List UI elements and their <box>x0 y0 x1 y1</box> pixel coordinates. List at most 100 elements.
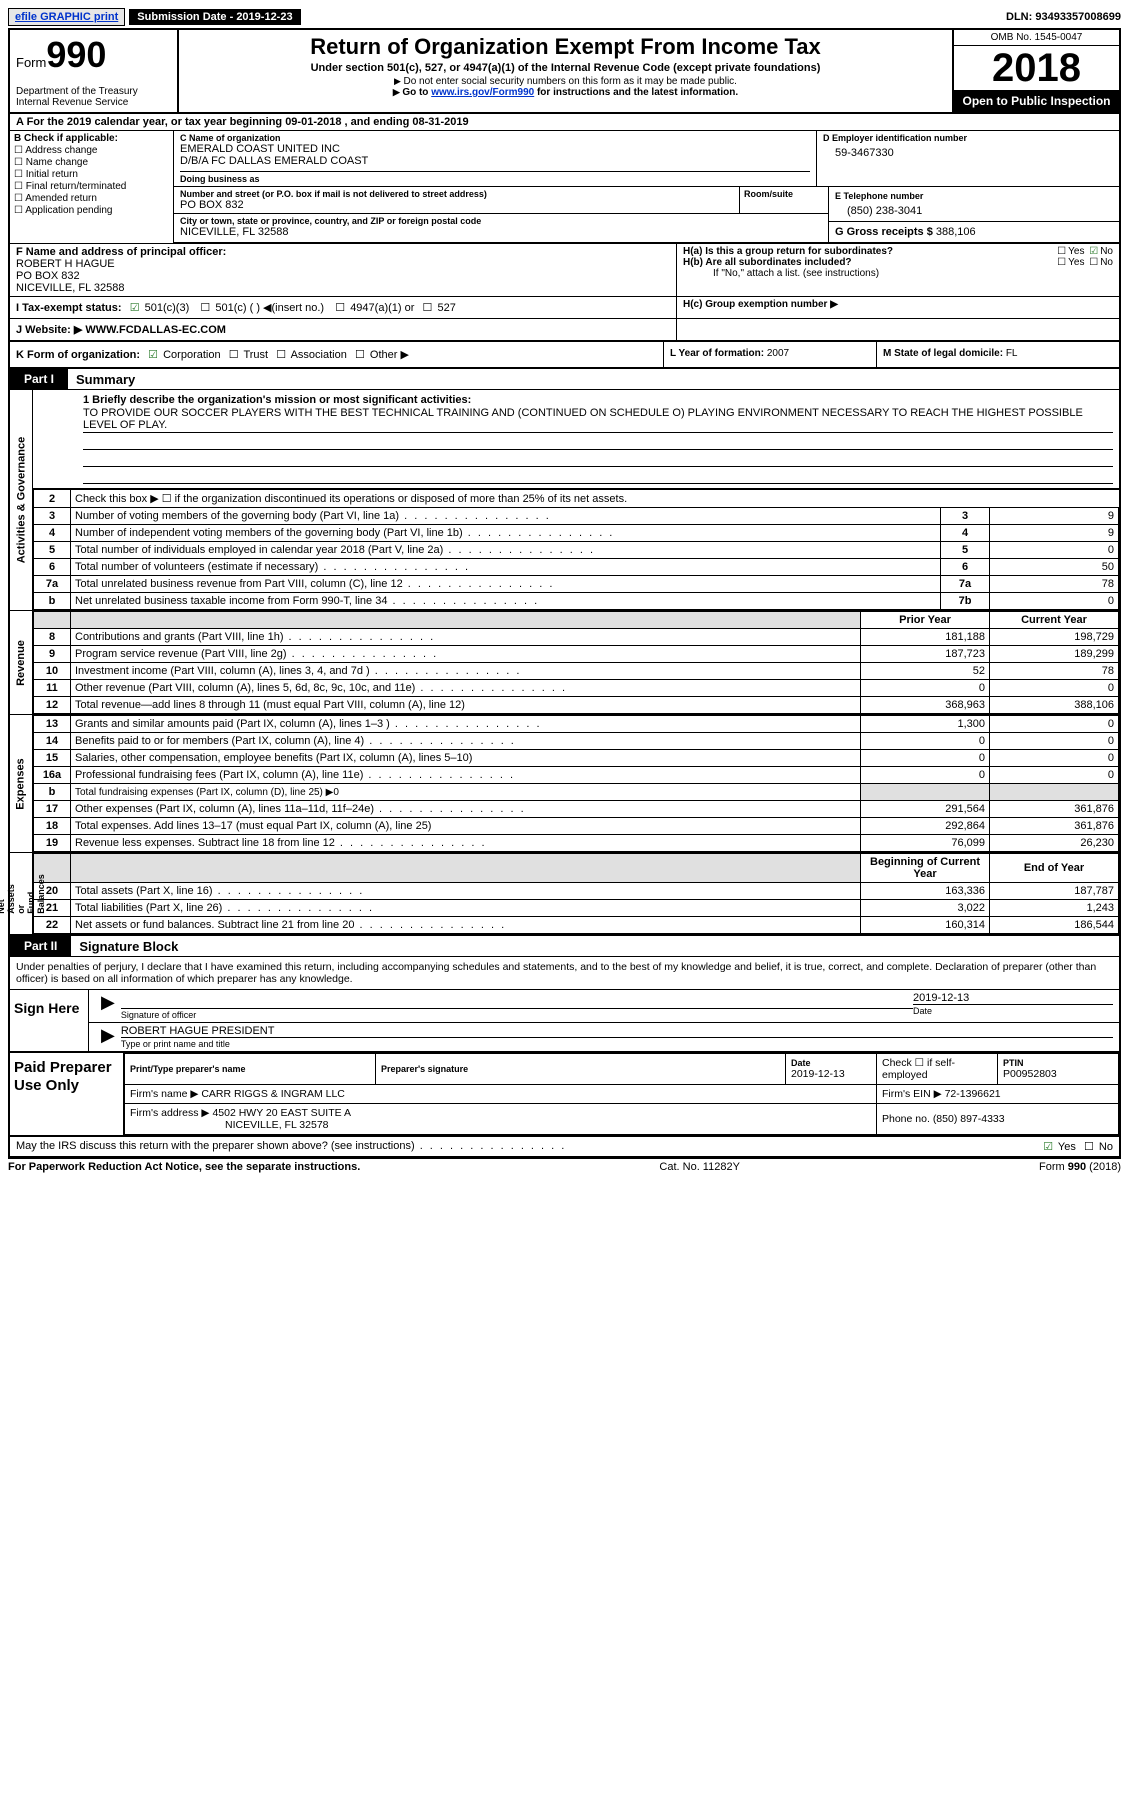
hb-yes[interactable] <box>1055 257 1068 268</box>
opt-501c: 501(c) ( ) ◀(insert no.) <box>215 302 324 314</box>
d-label: D Employer identification number <box>823 133 1113 143</box>
part2-title: Signature Block <box>71 939 178 954</box>
ha-yes[interactable] <box>1055 246 1068 257</box>
city-label: City or town, state or province, country… <box>180 216 822 226</box>
ein-value: 59-3467330 <box>823 143 1113 159</box>
subtitle-3: Go to www.irs.gov/Form990 for instructio… <box>187 87 944 98</box>
sign-here-label: Sign Here <box>10 990 89 1051</box>
website-value: WWW.FCDALLAS-EC.COM <box>85 324 226 336</box>
prep-date-label: Date <box>791 1058 871 1068</box>
ptin-label: PTIN <box>1003 1058 1113 1068</box>
col-d-ein: D Employer identification number 59-3467… <box>817 131 1119 186</box>
opt-527: 527 <box>437 302 455 314</box>
line-4-v: 9 <box>990 525 1119 542</box>
eoy-header: End of Year <box>990 854 1119 883</box>
hb-no[interactable] <box>1087 257 1100 268</box>
chk-501c[interactable] <box>198 302 212 314</box>
org-name: EMERALD COAST UNITED INC <box>180 143 810 155</box>
table-row: 16aProfessional fundraising fees (Part I… <box>34 767 1119 784</box>
chk-trust[interactable] <box>227 349 241 361</box>
chk-other[interactable] <box>353 349 367 361</box>
efile-button[interactable]: efile GRAPHIC print <box>8 8 125 26</box>
line-7b-v: 0 <box>990 593 1119 610</box>
form-container: Form990 Department of the Treasury Inter… <box>8 28 1121 1159</box>
ha-label: H(a) Is this a group return for subordin… <box>683 246 893 257</box>
ptin-value: P00952803 <box>1003 1068 1113 1080</box>
i-label: I Tax-exempt status: <box>16 302 122 314</box>
table-row: 17Other expenses (Part IX, column (A), l… <box>34 801 1119 818</box>
room-label: Room/suite <box>744 189 824 199</box>
form-number: Form990 <box>16 34 171 76</box>
line-3-text: Number of voting members of the governin… <box>71 508 941 525</box>
part2-tab: Part II <box>10 936 71 956</box>
prep-name-label: Print/Type preparer's name <box>130 1064 370 1074</box>
governance-table: 2Check this box ▶ ☐ if the organization … <box>33 489 1119 610</box>
dba-label: Doing business as <box>180 174 810 184</box>
chk-corp[interactable] <box>146 349 160 361</box>
prep-date-value: 2019-12-13 <box>791 1068 871 1080</box>
expenses-table: 13Grants and similar amounts paid (Part … <box>33 715 1119 852</box>
year-formation: 2007 <box>767 348 789 359</box>
tax-year: 2018 <box>954 46 1119 90</box>
arrow-icon: ▶ <box>95 992 121 1020</box>
irs-link[interactable]: www.irs.gov/Form990 <box>431 87 534 98</box>
chk-assoc[interactable] <box>274 349 288 361</box>
ha-no[interactable] <box>1087 246 1100 257</box>
preparer-table: Print/Type preparer's name Preparer's si… <box>124 1053 1119 1135</box>
addr-value: PO BOX 832 <box>180 199 733 211</box>
table-row: 21Total liabilities (Part X, line 26)3,0… <box>34 900 1119 917</box>
discuss-no[interactable] <box>1082 1141 1096 1153</box>
sig-date-label: Date <box>913 1004 1113 1016</box>
submission-date-badge: Submission Date - 2019-12-23 <box>129 9 300 25</box>
chk-amended[interactable]: Amended return <box>14 193 169 204</box>
state-domicile: FL <box>1006 348 1018 359</box>
line-3-n: 3 <box>941 508 990 525</box>
sig-officer-label: Signature of officer <box>121 1008 913 1020</box>
form-num: 990 <box>46 34 106 75</box>
col-b-checkboxes: B Check if applicable: Address change Na… <box>10 131 174 243</box>
table-row: 8Contributions and grants (Part VIII, li… <box>34 629 1119 646</box>
phone-value: (850) 238-3041 <box>835 201 1113 217</box>
col-c-name: C Name of organization EMERALD COAST UNI… <box>174 131 817 186</box>
j-label: J Website: ▶ <box>16 324 82 336</box>
chk-initial-return[interactable]: Initial return <box>14 169 169 180</box>
chk-final-return[interactable]: Final return/terminated <box>14 181 169 192</box>
firm-ein: 72-1396621 <box>945 1088 1001 1100</box>
line-4-text: Number of independent voting members of … <box>71 525 941 542</box>
vtab-governance: Activities & Governance <box>10 390 33 610</box>
hb-note: If "No," attach a list. (see instruction… <box>683 268 1113 279</box>
m-label: M State of legal domicile: <box>883 348 1003 359</box>
expenses-section: Expenses 13Grants and similar amounts pa… <box>10 715 1119 853</box>
line-7b-text: Net unrelated business taxable income fr… <box>71 593 941 610</box>
mission-text: TO PROVIDE OUR SOCCER PLAYERS WITH THE B… <box>83 406 1113 433</box>
addr-label: Number and street (or P.O. box if mail i… <box>180 189 733 199</box>
chk-527[interactable] <box>421 302 435 314</box>
goto-pre: Go to <box>402 87 431 98</box>
line-7a-n: 7a <box>941 576 990 593</box>
chk-4947[interactable] <box>333 302 347 314</box>
col-k: K Form of organization: Corporation Trus… <box>10 342 664 367</box>
chk-name-change[interactable]: Name change <box>14 157 169 168</box>
table-row: 22Net assets or fund balances. Subtract … <box>34 917 1119 934</box>
chk-501c3[interactable] <box>128 302 142 314</box>
prep-selfemp[interactable]: Check ☐ if self-employed <box>877 1054 998 1085</box>
row-klm: K Form of organization: Corporation Trus… <box>10 342 1119 369</box>
dept-label: Department of the Treasury Internal Reve… <box>16 86 171 108</box>
line-5-n: 5 <box>941 542 990 559</box>
opt-assoc: Association <box>291 349 347 361</box>
c-label: C Name of organization <box>180 133 810 143</box>
table-row: 14Benefits paid to or for members (Part … <box>34 733 1119 750</box>
omb-number: OMB No. 1545-0047 <box>954 30 1119 46</box>
ha-no-lbl: No <box>1100 246 1113 257</box>
line-6-v: 50 <box>990 559 1119 576</box>
col-h-group: H(a) Is this a group return for subordin… <box>677 244 1119 296</box>
header-right: OMB No. 1545-0047 2018 Open to Public In… <box>952 30 1119 112</box>
table-row: 10Investment income (Part VIII, column (… <box>34 663 1119 680</box>
chk-app-pending[interactable]: Application pending <box>14 205 169 216</box>
officer-addr2: NICEVILLE, FL 32588 <box>16 282 670 294</box>
chk-address-change[interactable]: Address change <box>14 145 169 156</box>
opt-other: Other ▶ <box>370 349 409 361</box>
b-header: B Check if applicable: <box>14 133 169 144</box>
discuss-yes[interactable] <box>1041 1141 1055 1153</box>
vtab-netassets: Net Assets or Fund Balances <box>10 853 33 934</box>
